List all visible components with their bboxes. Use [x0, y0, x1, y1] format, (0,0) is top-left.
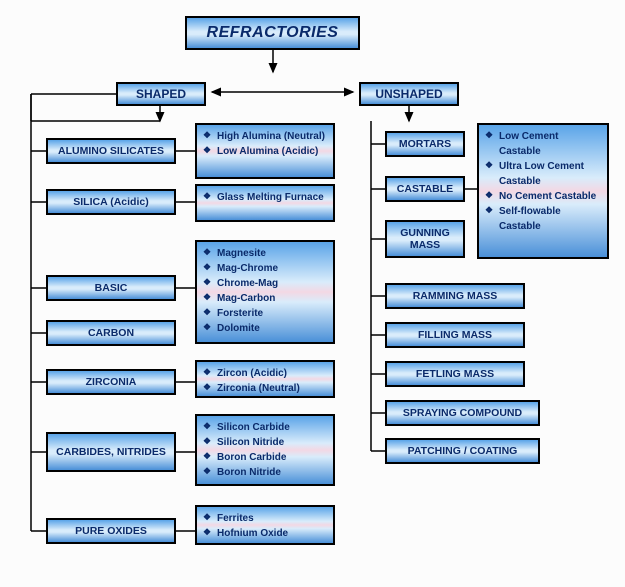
detail-item: Mag-Carbon — [203, 291, 278, 306]
node-label: ZIRCONIA — [86, 376, 137, 388]
detail-item: Dolomite — [203, 321, 278, 336]
detail-item: Mag-Chrome — [203, 261, 278, 276]
detail-item: Low Cement Castable — [485, 129, 601, 159]
node-label: CASTABLE — [397, 183, 453, 195]
detail-item: Silicon Nitride — [203, 435, 290, 450]
detail-item: Boron Nitride — [203, 465, 290, 480]
node-label: BASIC — [95, 282, 128, 294]
category-label: SHAPED — [136, 87, 186, 101]
node-label: SILICA (Acidic) — [73, 196, 148, 208]
node-label: PURE OXIDES — [75, 525, 147, 537]
unshaped-node-patch: PATCHING / COATING — [385, 438, 540, 464]
shaped-detail-d_basic: MagnesiteMag-ChromeChrome-MagMag-CarbonF… — [195, 240, 335, 344]
unshaped-node-fetling: FETLING MASS — [385, 361, 525, 387]
node-label: RAMMING MASS — [413, 290, 498, 302]
unshaped-node-mortars: MORTARS — [385, 131, 465, 157]
detail-list: Low Cement CastableUltra Low Cement Cast… — [483, 127, 603, 236]
category-label: UNSHAPED — [375, 87, 442, 101]
detail-item: Self-flowable Castable — [485, 204, 601, 234]
node-label: MORTARS — [399, 138, 451, 150]
title-label: REFRACTORIES — [207, 24, 339, 42]
shaped-detail-d_silica: Glass Melting Furnace — [195, 184, 335, 222]
node-label: FETLING MASS — [416, 368, 494, 380]
shaped-node-aluminosili: ALUMINO SILICATES — [46, 138, 176, 164]
detail-item: Hofnium Oxide — [203, 526, 288, 541]
detail-item: Chrome-Mag — [203, 276, 278, 291]
shaped-detail-d_alumino: High Alumina (Neutral)Low Alumina (Acidi… — [195, 123, 335, 179]
detail-list: Zircon (Acidic)Zirconia (Neutral) — [201, 364, 302, 398]
detail-list: MagnesiteMag-ChromeChrome-MagMag-CarbonF… — [201, 244, 280, 338]
unshaped-node-castable: CASTABLE — [385, 176, 465, 202]
unshaped-node-filling: FILLING MASS — [385, 322, 525, 348]
shaped-node-zirconia: ZIRCONIA — [46, 369, 176, 395]
detail-list: Glass Melting Furnace — [201, 188, 326, 207]
unshaped-node-spray: SPRAYING COMPOUND — [385, 400, 540, 426]
detail-item: Silicon Carbide — [203, 420, 290, 435]
category-unshaped: UNSHAPED — [359, 82, 459, 106]
detail-item: High Alumina (Neutral) — [203, 129, 325, 144]
shaped-node-basic: BASIC — [46, 275, 176, 301]
category-shaped: SHAPED — [116, 82, 206, 106]
shaped-node-carbon: CARBON — [46, 320, 176, 346]
detail-item: Ferrites — [203, 511, 288, 526]
shaped-node-carbnitr: CARBIDES, NITRIDES — [46, 432, 176, 472]
node-label: ALUMINO SILICATES — [58, 145, 164, 157]
node-label: SPRAYING COMPOUND — [403, 407, 522, 419]
unshaped-detail-d_castable: Low Cement CastableUltra Low Cement Cast… — [477, 123, 609, 259]
detail-item: Ultra Low Cement Castable — [485, 159, 601, 189]
shaped-node-silica: SILICA (Acidic) — [46, 189, 176, 215]
detail-item: Boron Carbide — [203, 450, 290, 465]
shaped-node-pureoxides: PURE OXIDES — [46, 518, 176, 544]
detail-list: High Alumina (Neutral)Low Alumina (Acidi… — [201, 127, 327, 161]
node-label: CARBIDES, NITRIDES — [56, 446, 166, 458]
node-label: PATCHING / COATING — [408, 445, 518, 457]
detail-item: Zircon (Acidic) — [203, 366, 300, 381]
shaped-detail-d_oxides: FerritesHofnium Oxide — [195, 505, 335, 545]
detail-list: Silicon CarbideSilicon NitrideBoron Carb… — [201, 418, 292, 482]
shaped-detail-d_zirc: Zircon (Acidic)Zirconia (Neutral) — [195, 360, 335, 398]
title-refractories: REFRACTORIES — [185, 16, 360, 50]
detail-item: Forsterite — [203, 306, 278, 321]
detail-item: No Cement Castable — [485, 189, 601, 204]
node-label: CARBON — [88, 327, 134, 339]
node-label: GUNNING MASS — [391, 227, 459, 251]
detail-item: Magnesite — [203, 246, 278, 261]
unshaped-node-ramming: RAMMING MASS — [385, 283, 525, 309]
node-label: FILLING MASS — [418, 329, 492, 341]
detail-list: FerritesHofnium Oxide — [201, 509, 290, 543]
detail-item: Zirconia (Neutral) — [203, 381, 300, 396]
shaped-detail-d_carbn: Silicon CarbideSilicon NitrideBoron Carb… — [195, 414, 335, 486]
detail-item: Glass Melting Furnace — [203, 190, 324, 205]
detail-item: Low Alumina (Acidic) — [203, 144, 325, 159]
unshaped-node-gunning: GUNNING MASS — [385, 220, 465, 258]
